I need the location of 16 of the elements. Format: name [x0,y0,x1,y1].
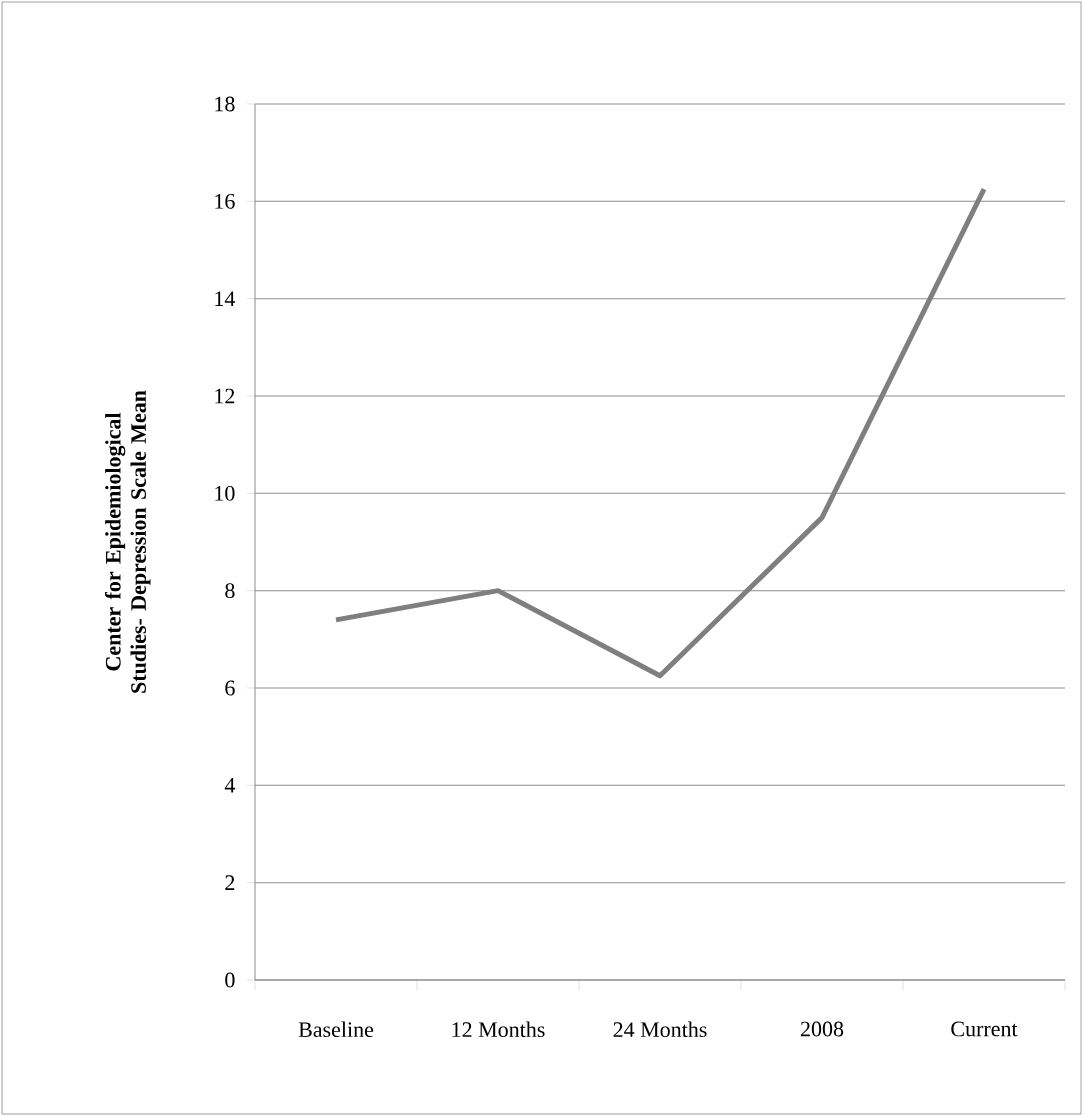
y-tick-label: 14 [215,291,236,306]
y-tick-label: 18 [215,96,235,112]
y-tick-label: 6 [225,680,235,696]
y-tick-label: 4 [224,778,236,793]
y-tick-label: 2 [225,875,235,890]
y-tick-label: 12 [215,388,235,404]
y-tick-label: 0 [225,972,235,988]
x-tick-label: 24 Months [613,1021,707,1038]
y-tick-label: 10 [215,485,235,501]
x-tick-label: Current [951,1021,1018,1037]
x-tick-label: 12 Months [452,1021,545,1038]
y-tick-label: 8 [225,583,235,599]
x-tick-label: Baseline [298,1021,374,1038]
y-axis-title: Center for Epidemiological Studies- Depression Scale Mean [104,390,151,693]
y-tick-label: 16 [215,193,235,209]
x-tick-label: 2008 [800,1021,844,1037]
